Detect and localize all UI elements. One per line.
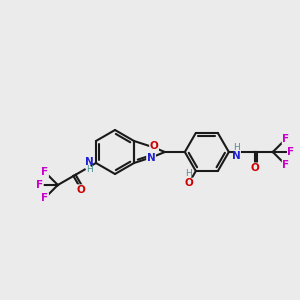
Text: N: N [85,157,93,167]
Text: N: N [147,153,155,163]
Text: F: F [36,180,43,190]
Text: F: F [282,134,290,144]
Text: F: F [282,160,290,170]
Text: N: N [232,151,241,161]
Text: H: H [185,169,192,178]
Text: H: H [233,143,240,152]
Text: F: F [287,147,295,157]
Text: O: O [184,178,193,188]
Text: F: F [41,167,48,177]
Text: O: O [150,141,158,151]
Text: O: O [76,185,85,195]
Text: F: F [41,193,48,203]
Text: O: O [250,163,259,173]
Text: H: H [85,166,92,175]
